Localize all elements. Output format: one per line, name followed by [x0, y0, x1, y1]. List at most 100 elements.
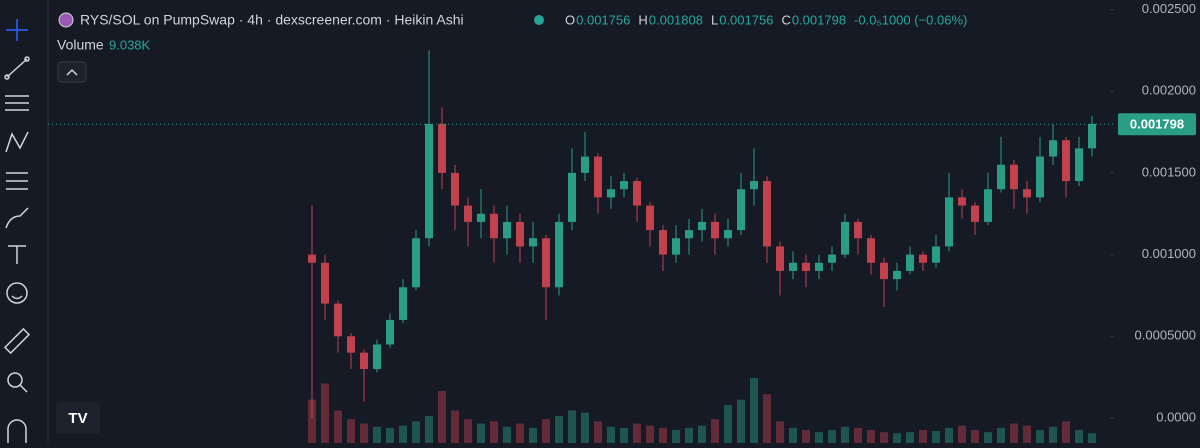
volume-bar [607, 426, 615, 443]
volume-bar [854, 427, 862, 443]
y-tick-label: 0.001000 [1142, 246, 1196, 261]
volume-bar [646, 425, 654, 443]
candle-body [997, 164, 1005, 190]
y-tick-label: 0.0005000 [1135, 328, 1196, 343]
collapse-icon [66, 68, 78, 76]
candle-body [542, 238, 550, 288]
volume-bar [672, 430, 680, 443]
y-tick-label: 0.0000 [1156, 409, 1196, 424]
volume-bar [867, 430, 875, 443]
brush-tool[interactable] [5, 207, 29, 229]
ohlc-value: 0.001756 [719, 12, 773, 27]
volume-bar [763, 394, 771, 443]
pattern-tool[interactable] [5, 131, 29, 153]
volume-bar [971, 430, 979, 443]
volume-bar [451, 410, 459, 443]
volume-bar [1036, 430, 1044, 443]
volume-bar [776, 421, 784, 443]
candle-body [347, 336, 355, 353]
candle-body [555, 221, 563, 288]
y-tick-label: 0.002000 [1142, 83, 1196, 98]
volume-bar [659, 427, 667, 443]
volume-bar [503, 426, 511, 443]
volume-bar [906, 432, 914, 443]
volume-bar [1023, 425, 1031, 443]
volume-bar [516, 423, 524, 443]
volume-bar [373, 426, 381, 443]
candle-body [1062, 140, 1070, 182]
candle-body [802, 262, 810, 271]
candle-body [932, 246, 940, 263]
candle-body [594, 156, 602, 198]
candle-body [685, 230, 693, 239]
candle-body [763, 181, 771, 247]
last-price-label: 0.001798 [1130, 117, 1184, 132]
emoji-tool[interactable] [6, 282, 28, 304]
candle-body [646, 205, 654, 231]
volume-bar [750, 378, 758, 443]
text-tool[interactable] [8, 245, 26, 264]
fib-tool[interactable] [5, 95, 29, 111]
candle-body [568, 172, 576, 222]
candle-body [737, 189, 745, 231]
candle-body [724, 230, 732, 239]
volume-bar [984, 432, 992, 443]
candle-body [672, 238, 680, 255]
ohlc-key: O [565, 12, 575, 27]
volume-bar [1010, 423, 1018, 443]
candle-body [1075, 148, 1083, 182]
candle-body [815, 262, 823, 271]
magnet-tool[interactable] [7, 419, 27, 443]
tv-logo-button[interactable] [56, 402, 100, 434]
token-icon [58, 12, 74, 28]
volume-bar [334, 410, 342, 443]
ohlc-values: O 0.001756 H 0.001808 L 0.001756 C 0.001798 -0.0… [565, 12, 967, 27]
volume-bar [1062, 421, 1070, 443]
candle-body [321, 262, 329, 304]
zoom-tool[interactable] [7, 372, 28, 393]
volume-label: Volume [57, 37, 104, 53]
volume-bar [685, 427, 693, 443]
trend-line-tool[interactable] [4, 56, 30, 80]
volume-bar [958, 425, 966, 443]
candle-body [867, 238, 875, 263]
candle-body [360, 352, 368, 369]
volume-bar [555, 415, 563, 443]
volume-value: 9.038K [109, 37, 151, 52]
price-change: -0.0₅1000 (−0.06%) [854, 12, 967, 27]
toolbar [3, 19, 31, 443]
candle-body [711, 221, 719, 239]
volume-bar [568, 410, 576, 443]
volume-bar [1049, 426, 1057, 443]
volume-bar [1075, 430, 1083, 443]
forecast-tool[interactable] [6, 172, 28, 190]
volume-bar [620, 427, 628, 443]
volume-bar [490, 421, 498, 443]
ruler-tool[interactable] [3, 327, 31, 355]
volume-bar [477, 423, 485, 443]
collapse-button[interactable] [57, 61, 87, 83]
candle-body [516, 221, 524, 247]
candle-body [412, 238, 420, 288]
candle-body [529, 238, 537, 247]
candle-body [490, 213, 498, 239]
volume-bar [841, 426, 849, 443]
volume-bar [542, 419, 550, 443]
candle-body [659, 230, 667, 255]
volume-bar [698, 425, 706, 443]
candle-body [789, 262, 797, 271]
volume-bar [529, 427, 537, 443]
candle-body [607, 189, 615, 198]
candle-body [620, 181, 628, 190]
volume-bar [893, 433, 901, 443]
candle-body [503, 221, 511, 239]
volume-bar [1088, 433, 1096, 443]
tv-logo: TV [68, 410, 87, 427]
last-price-box [1118, 113, 1196, 136]
volume-bar [711, 419, 719, 443]
candle-body [828, 254, 836, 263]
volume-bar [321, 383, 329, 443]
crosshair-tool[interactable] [6, 19, 28, 41]
